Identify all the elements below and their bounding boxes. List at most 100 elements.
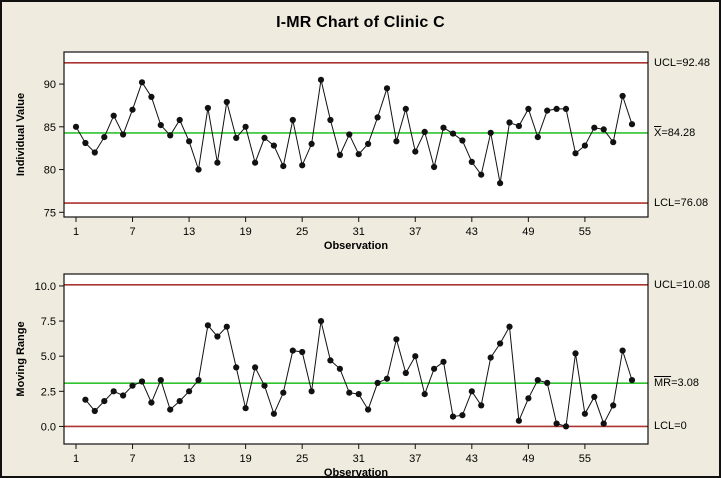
moving-range-data-point [261, 382, 268, 389]
individuals-data-point [289, 116, 296, 124]
individuals-data-point [600, 126, 607, 133]
individuals-data-point [365, 140, 372, 147]
moving-range-data-point [534, 377, 541, 384]
moving-range-data-point [223, 323, 230, 330]
moving-range-data-point [176, 398, 183, 405]
moving-range-x-tick-label: 25 [296, 453, 308, 465]
moving-range-data-point [327, 357, 334, 364]
individuals-data-point [440, 124, 447, 131]
moving-range-y-tick-label: 2.5 [41, 386, 56, 398]
individuals-data-point [242, 123, 249, 130]
moving-range-data-point [497, 340, 504, 347]
individuals-data-point [233, 134, 240, 141]
moving-range-x-tick-label: 1 [73, 453, 79, 465]
moving-range-x-tick-label: 31 [353, 453, 365, 465]
individuals-data-point [336, 151, 343, 159]
moving-range-data-point [167, 406, 174, 413]
moving-range-data-point [110, 388, 117, 395]
moving-range-data-point [233, 364, 240, 371]
chart-title: I-MR Chart of Clinic C [276, 14, 445, 31]
individuals-data-point [195, 166, 202, 173]
individuals-data-point [487, 129, 494, 136]
moving-range-y-tick-label: 7.5 [41, 316, 56, 328]
individuals-data-point [421, 128, 428, 135]
individuals-data-point [214, 159, 221, 166]
moving-range-data-point [157, 377, 164, 384]
individuals-data-point [157, 122, 164, 129]
individuals-data-point [138, 79, 146, 86]
individuals-x-tick-label: 31 [353, 226, 365, 238]
individuals-y-tick-label: 80 [44, 165, 56, 177]
moving-range-data-point [478, 402, 485, 409]
individuals-data-point [515, 122, 523, 130]
moving-range-x-tick-label: 49 [522, 453, 534, 465]
moving-range-data-point [138, 378, 146, 385]
moving-range-data-point [619, 347, 626, 354]
individuals-data-point [129, 106, 136, 113]
individuals-x-tick-label: 55 [579, 226, 591, 238]
moving-range-data-point [101, 398, 108, 405]
moving-range-x-tick-label: 37 [409, 453, 421, 465]
individuals-data-point [317, 76, 325, 83]
moving-range-data-point [186, 388, 193, 395]
moving-range-data-point [440, 358, 447, 365]
individuals-x-axis-title: Observation [324, 240, 388, 252]
individuals-data-point [459, 137, 466, 144]
individuals-x-tick-label: 37 [409, 226, 421, 238]
moving-range-data-point [336, 365, 343, 372]
individuals-data-point [374, 114, 381, 121]
moving-range-data-point [308, 388, 315, 395]
individuals-data-point [431, 163, 438, 171]
individuals-data-point [270, 142, 277, 149]
moving-range-x-tick-label: 13 [183, 453, 195, 465]
moving-range-ucl-label: UCL=10.08 [654, 278, 710, 291]
individuals-data-point [581, 142, 589, 149]
moving-range-data-point [82, 396, 89, 403]
moving-range-x-tick-label: 55 [579, 453, 591, 465]
moving-range-data-point [402, 369, 409, 377]
moving-range-data-point [487, 354, 494, 361]
individuals-data-point [572, 150, 579, 157]
moving-range-center-label: MR=3.08 [654, 377, 699, 390]
individuals-lcl-label: LCL=76.08 [654, 197, 709, 210]
individuals-x-tick-label: 7 [129, 226, 135, 238]
individuals-data-point [534, 134, 541, 141]
individuals-y-tick-label: 75 [44, 207, 56, 219]
moving-range-data-point [129, 382, 136, 389]
moving-range-y-tick-label: 10.0 [35, 281, 56, 293]
individuals-data-point [478, 171, 485, 178]
individuals-data-point [91, 149, 98, 156]
moving-range-data-point [553, 420, 560, 427]
moving-range-data-point [628, 377, 636, 384]
moving-range-y-axis-title: Moving Range [15, 321, 27, 396]
individuals-data-point [525, 105, 532, 112]
moving-range-data-point [195, 377, 202, 384]
individuals-y-tick-label: 85 [44, 122, 56, 134]
individuals-x-tick-label: 25 [296, 226, 308, 238]
individuals-data-point [299, 162, 306, 169]
individuals-data-point [261, 134, 268, 141]
moving-range-data-point [270, 410, 277, 417]
moving-range-plot-area [64, 274, 648, 444]
moving-range-data-point [600, 420, 607, 427]
moving-range-data-point [346, 389, 353, 396]
individuals-data-point [383, 85, 391, 92]
moving-range-data-point [506, 323, 513, 330]
moving-range-data-point [393, 336, 400, 343]
moving-range-data-point [421, 391, 428, 398]
moving-range-x-tick-label: 43 [466, 453, 478, 465]
individuals-y-axis-title: Individual Value [15, 93, 27, 176]
individuals-data-point [186, 138, 193, 145]
moving-range-data-point [431, 365, 438, 372]
moving-range-data-point [317, 318, 325, 325]
individuals-data-point [176, 116, 183, 124]
moving-range-data-point [525, 395, 532, 402]
individuals-data-point [619, 92, 626, 100]
moving-range-data-point [242, 405, 249, 412]
individuals-data-point [393, 138, 400, 145]
moving-range-data-point [148, 399, 155, 406]
individuals-data-point [327, 116, 334, 124]
moving-range-data-point [91, 407, 98, 415]
individuals-data-point [101, 134, 108, 141]
